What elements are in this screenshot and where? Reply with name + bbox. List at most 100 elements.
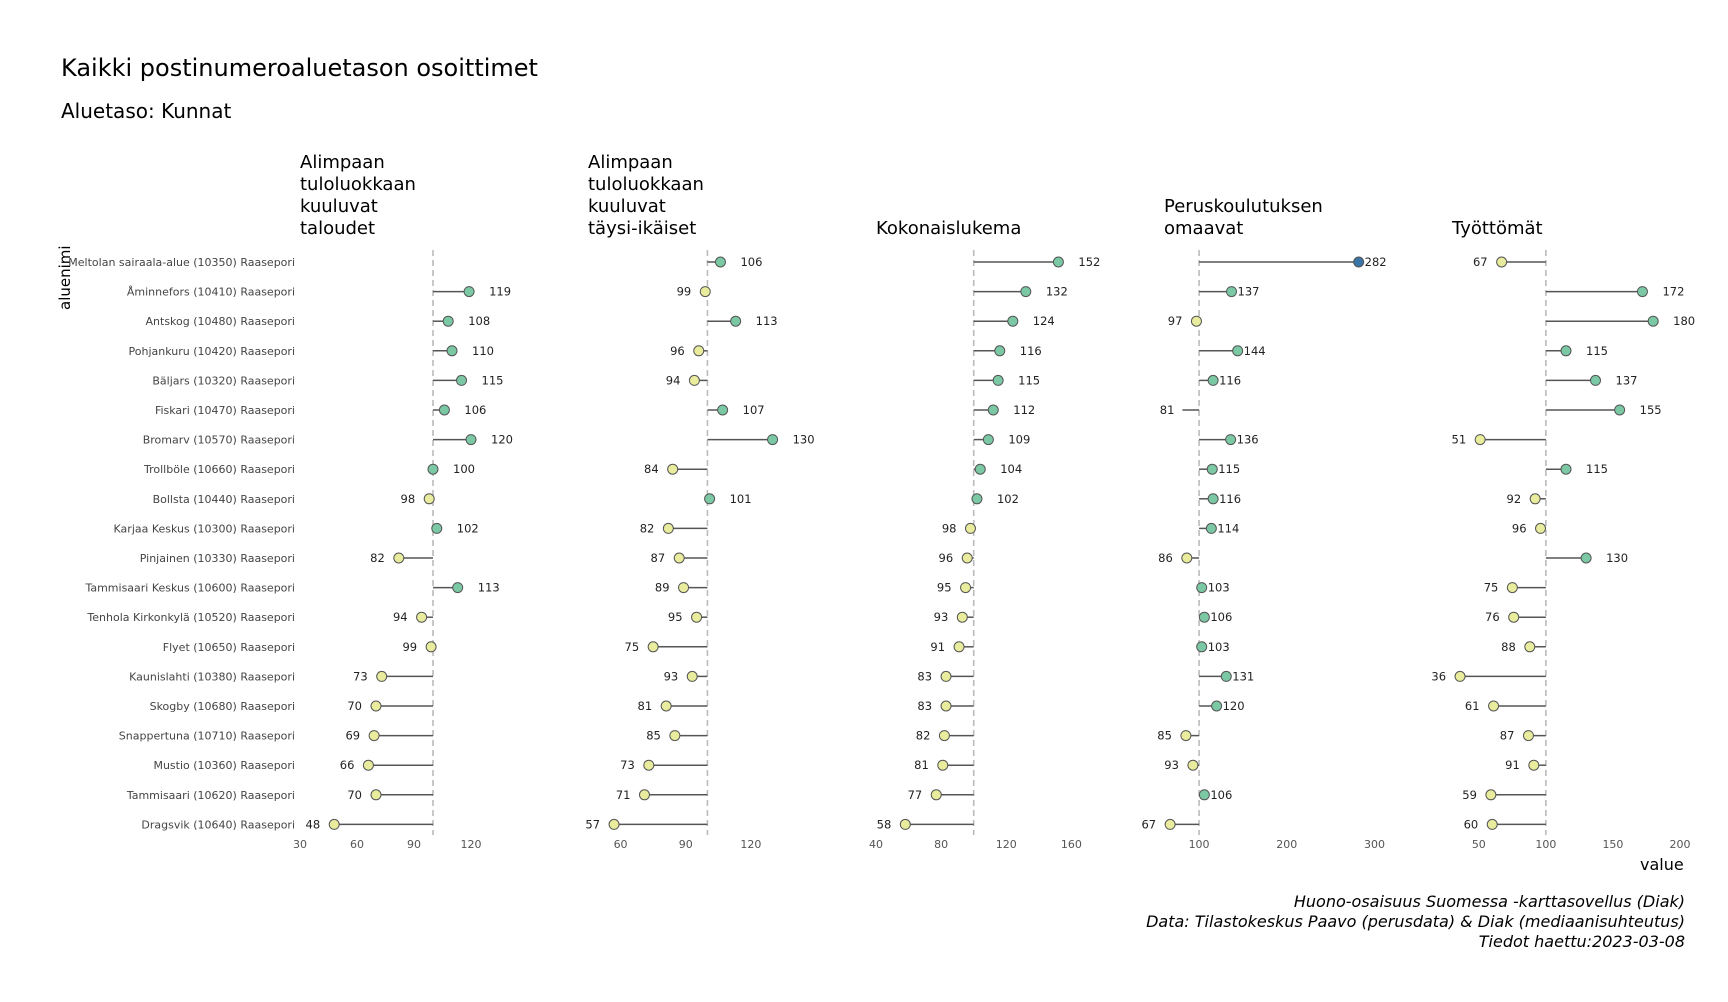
point <box>1181 552 1193 564</box>
point <box>465 434 477 446</box>
point <box>662 522 674 534</box>
point <box>463 286 475 298</box>
value-label: 116 <box>1219 373 1241 387</box>
value-label: 136 <box>1237 433 1259 447</box>
point <box>1206 463 1218 475</box>
point <box>1207 493 1219 505</box>
value-label: 89 <box>655 581 670 595</box>
value-label: 109 <box>1008 433 1030 447</box>
value-label: 103 <box>1208 581 1230 595</box>
point <box>994 345 1006 357</box>
point <box>452 582 464 594</box>
point <box>953 641 965 653</box>
value-label: 132 <box>1046 285 1068 299</box>
point <box>442 315 454 327</box>
value-label: 70 <box>347 699 362 713</box>
point <box>608 818 620 830</box>
point <box>1580 552 1592 564</box>
point <box>1196 582 1208 594</box>
point <box>1052 256 1064 268</box>
lollipop-chart: Meltolan sairaala-alue (10350) Raasepori… <box>68 250 1695 851</box>
value-label: 81 <box>1160 403 1175 417</box>
caption-line: Data: Tilastokeskus Paavo (perusdata) & … <box>1146 912 1685 931</box>
value-label: 73 <box>620 758 635 772</box>
value-label: 93 <box>664 669 679 683</box>
point <box>1220 670 1232 682</box>
point <box>974 463 986 475</box>
point <box>1180 730 1192 742</box>
point <box>1211 700 1223 712</box>
row-label: Bollsta (10440) Raasepori <box>153 493 295 506</box>
value-label: 106 <box>1210 788 1232 802</box>
point <box>688 374 700 386</box>
tick-label: 90 <box>679 838 693 851</box>
point <box>438 404 450 416</box>
value-label: 95 <box>937 581 952 595</box>
tick-label: 100 <box>1535 838 1556 851</box>
value-label: 81 <box>914 758 929 772</box>
value-label: 113 <box>756 314 778 328</box>
value-label: 172 <box>1662 285 1684 299</box>
value-label: 95 <box>668 610 683 624</box>
tick-label: 30 <box>293 838 307 851</box>
value-label: 69 <box>345 729 360 743</box>
point <box>1226 286 1238 298</box>
value-label: 82 <box>916 729 931 743</box>
value-label: 97 <box>1168 314 1183 328</box>
value-label: 106 <box>740 255 762 269</box>
value-label: 99 <box>402 640 417 654</box>
value-label: 115 <box>1586 344 1608 358</box>
value-label: 98 <box>942 521 957 535</box>
point <box>1196 641 1208 653</box>
point <box>1190 315 1202 327</box>
point <box>1506 582 1518 594</box>
value-label: 75 <box>625 640 640 654</box>
value-label: 66 <box>340 758 355 772</box>
point <box>1454 670 1466 682</box>
value-label: 67 <box>1141 817 1156 831</box>
point <box>673 552 685 564</box>
tick-label: 100 <box>1189 838 1210 851</box>
value-label: 96 <box>939 551 954 565</box>
value-label: 102 <box>997 492 1019 506</box>
value-label: 119 <box>489 285 511 299</box>
value-label: 83 <box>917 669 932 683</box>
point <box>971 493 983 505</box>
caption-line: Huono-osaisuus Suomessa -karttasovellus … <box>1293 892 1685 911</box>
value-label: 58 <box>877 817 892 831</box>
point <box>1198 611 1210 623</box>
point <box>992 374 1004 386</box>
value-label: 91 <box>930 640 945 654</box>
row-label: Tenhola Kirkonkylä (10520) Raasepori <box>86 611 295 624</box>
value-label: 108 <box>468 314 490 328</box>
point <box>1187 759 1199 771</box>
value-label: 71 <box>616 788 631 802</box>
value-label: 130 <box>1606 551 1628 565</box>
value-label: 87 <box>651 551 666 565</box>
value-label: 48 <box>306 817 321 831</box>
value-label: 115 <box>482 373 504 387</box>
value-label: 282 <box>1365 255 1387 269</box>
tick-label: 150 <box>1602 838 1623 851</box>
point <box>1614 404 1626 416</box>
point <box>431 522 443 534</box>
point <box>960 582 972 594</box>
tick-label: 80 <box>934 838 948 851</box>
point <box>1488 700 1500 712</box>
point <box>423 493 435 505</box>
value-label: 107 <box>743 403 765 417</box>
point <box>899 818 911 830</box>
value-label: 110 <box>472 344 494 358</box>
tick-label: 90 <box>407 838 421 851</box>
value-label: 81 <box>638 699 653 713</box>
point <box>393 552 405 564</box>
point <box>1529 493 1541 505</box>
value-label: 137 <box>1238 285 1260 299</box>
point <box>1560 463 1572 475</box>
tick-label: 120 <box>996 838 1017 851</box>
row-label: Kaunislahti (10380) Raasepori <box>129 670 295 683</box>
tick-label: 60 <box>350 838 364 851</box>
point <box>425 641 437 653</box>
point <box>987 404 999 416</box>
value-label: 94 <box>393 610 408 624</box>
